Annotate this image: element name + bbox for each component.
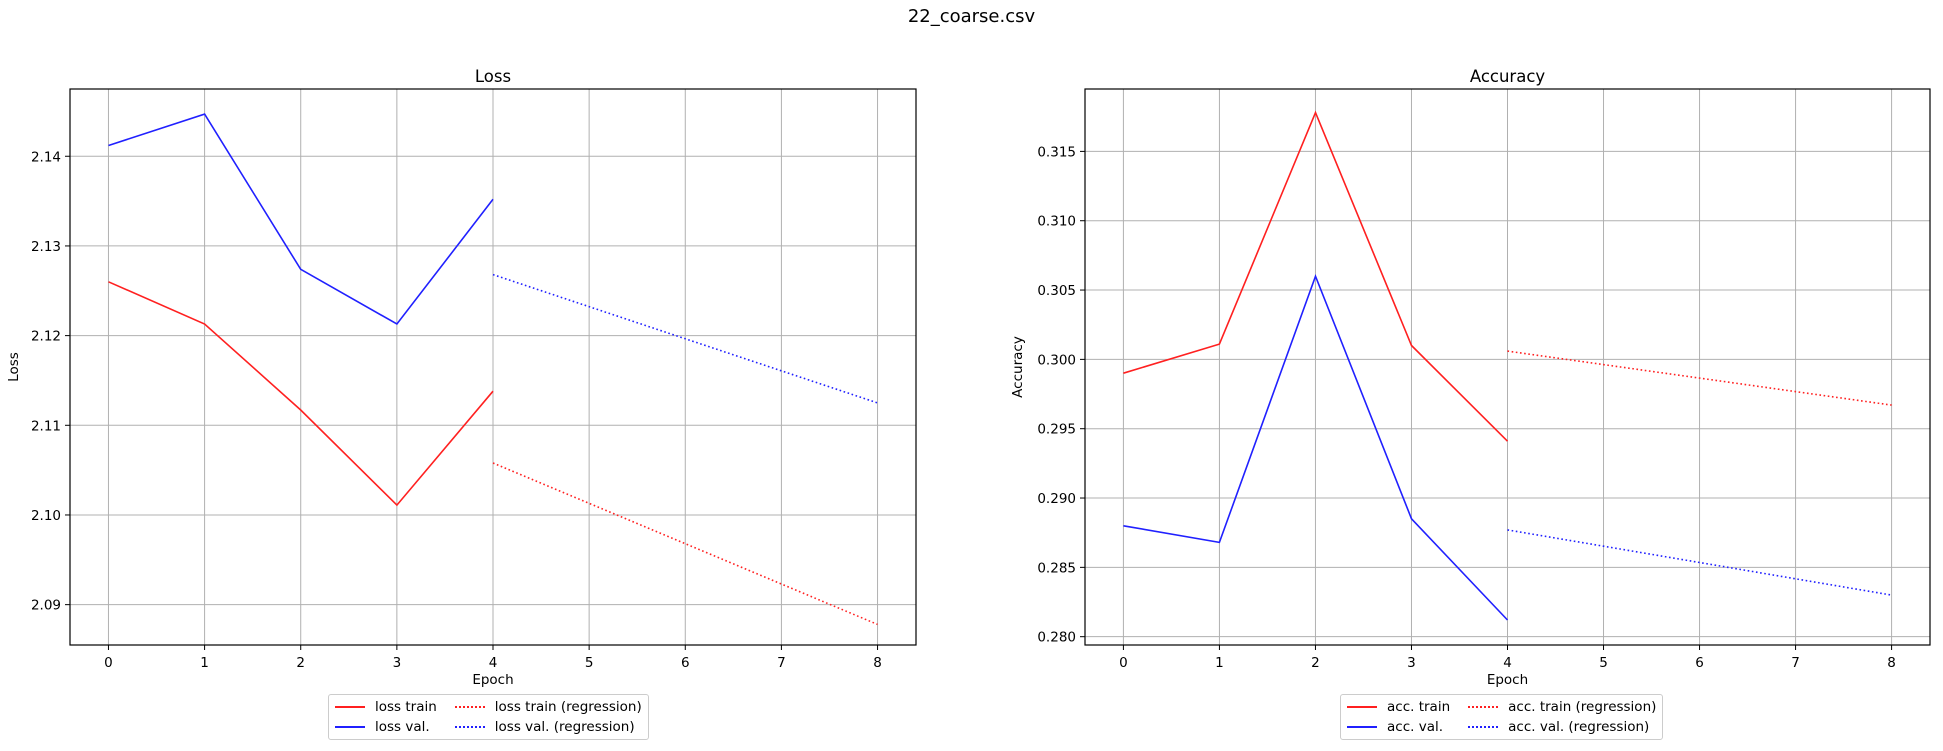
accuracy-series-acc-val-regression xyxy=(1507,529,1892,596)
loss-x-axis-label: Epoch xyxy=(472,672,513,688)
accuracy-xtick-label: 5 xyxy=(1599,655,1608,671)
accuracy-ytick-label: 0.310 xyxy=(1037,214,1076,230)
loss-xtick-label: 2 xyxy=(296,655,305,671)
loss-xtick-label: 7 xyxy=(777,655,786,671)
loss-legend-label: loss train (regression) xyxy=(494,699,642,715)
loss-ytick-label: 2.12 xyxy=(31,329,61,345)
loss-ytick-label: 2.11 xyxy=(31,418,61,434)
accuracy-legend-label: acc. val. (regression) xyxy=(1508,719,1650,735)
loss-legend-label: loss val. xyxy=(375,719,430,735)
accuracy-ytick-label: 0.305 xyxy=(1037,283,1076,299)
accuracy-xtick-label: 7 xyxy=(1791,655,1800,671)
loss-legend-label: loss val. (regression) xyxy=(494,719,635,735)
accuracy-legend-swatch xyxy=(1468,706,1499,708)
accuracy-xtick-label: 8 xyxy=(1887,655,1896,671)
accuracy-legend-entry: acc. train xyxy=(1347,698,1450,716)
accuracy-xtick-label: 2 xyxy=(1311,655,1320,671)
loss-legend-swatch xyxy=(335,706,365,708)
loss-xtick-label: 8 xyxy=(873,655,882,671)
loss-series-loss-train xyxy=(108,281,494,507)
accuracy-series-acc-val xyxy=(1123,273,1509,621)
accuracy-ytick-label: 0.295 xyxy=(1037,422,1076,438)
loss-xtick-label: 5 xyxy=(585,655,594,671)
accuracy-legend-label: acc. val. xyxy=(1387,719,1444,735)
accuracy-series-acc-train-regression xyxy=(1507,350,1892,406)
loss-xtick-label: 1 xyxy=(200,655,209,671)
loss-legend-entry: loss val. xyxy=(335,718,437,736)
accuracy-ytick-label: 0.280 xyxy=(1037,630,1076,646)
accuracy-xtick-label: 6 xyxy=(1695,655,1704,671)
loss-xtick-label: 4 xyxy=(489,655,498,671)
accuracy-ytick-label: 0.285 xyxy=(1037,560,1076,576)
loss-series-loss-val-regression xyxy=(492,273,878,404)
loss-chart-title: Loss xyxy=(475,67,511,86)
loss-legend-swatch xyxy=(454,726,485,728)
accuracy-ytick-label: 0.315 xyxy=(1037,144,1076,160)
loss-legend-entry: loss train (regression) xyxy=(454,698,642,716)
loss-legend-swatch xyxy=(454,706,485,708)
loss-legend-entry: loss val. (regression) xyxy=(454,718,642,736)
loss-legend: loss train loss train (regression) loss va… xyxy=(328,694,649,740)
accuracy-legend: acc. train acc. train (regression) acc. va… xyxy=(1340,694,1664,740)
accuracy-plot: 0 1 2 3 4 5 6 7 8 0.280 0.285 0.290 0.295 0.300 0.305 0… xyxy=(1010,67,1931,688)
loss-ytick-label: 2.10 xyxy=(31,508,61,524)
loss-y-axis-label: Loss xyxy=(6,352,22,382)
accuracy-legend-label: acc. train xyxy=(1387,699,1451,715)
accuracy-legend-entry: acc. train (regression) xyxy=(1468,698,1656,716)
loss-ytick-label: 2.09 xyxy=(31,598,61,614)
accuracy-x-axis-label: Epoch xyxy=(1487,672,1528,688)
accuracy-legend-label: acc. train (regression) xyxy=(1508,699,1657,715)
accuracy-ytick-label: 0.290 xyxy=(1037,491,1076,507)
accuracy-ytick-label: 0.300 xyxy=(1037,352,1076,368)
accuracy-legend-entry: acc. val. xyxy=(1347,718,1450,736)
accuracy-y-axis-label: Accuracy xyxy=(1010,336,1026,398)
accuracy-legend-swatch xyxy=(1347,706,1377,708)
accuracy-xtick-label: 4 xyxy=(1503,655,1512,671)
accuracy-xtick-label: 1 xyxy=(1215,655,1224,671)
loss-xtick-label: 6 xyxy=(681,655,690,671)
loss-legend-swatch xyxy=(335,726,365,728)
loss-xtick-label: 3 xyxy=(393,655,402,671)
loss-legend-entry: loss train xyxy=(335,698,437,716)
accuracy-xtick-label: 0 xyxy=(1119,655,1128,671)
accuracy-legend-swatch xyxy=(1347,726,1377,728)
loss-legend-label: loss train xyxy=(375,699,437,715)
loss-ytick-label: 2.14 xyxy=(31,149,61,165)
accuracy-xtick-label: 3 xyxy=(1407,655,1416,671)
loss-xtick-label: 0 xyxy=(104,655,113,671)
figure-title: 22_coarse.csv xyxy=(907,6,1036,27)
loss-plot: 0 1 2 3 4 5 6 7 8 2.09 2.10 2.11 2.12 2.13 2.14 Loss Epo… xyxy=(6,67,917,688)
accuracy-series-acc-train xyxy=(1123,110,1509,442)
accuracy-legend-entry: acc. val. (regression) xyxy=(1468,718,1656,736)
loss-ytick-label: 2.13 xyxy=(31,239,61,255)
accuracy-legend-swatch xyxy=(1468,726,1499,728)
loss-series-loss-val xyxy=(108,113,494,326)
accuracy-chart-title: Accuracy xyxy=(1470,67,1546,86)
